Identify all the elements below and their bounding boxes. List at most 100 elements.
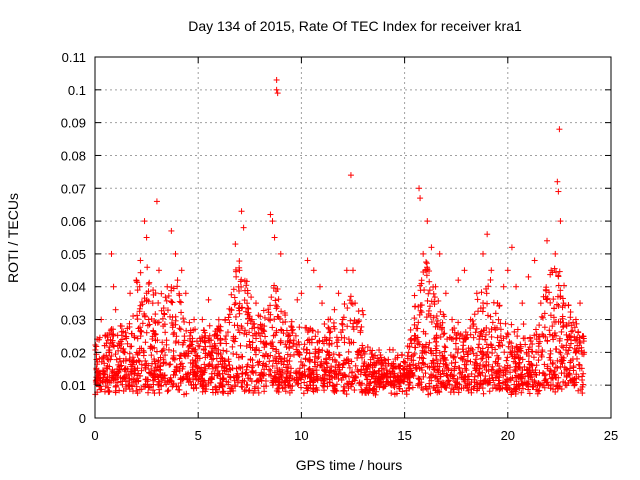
data-point [169,299,176,306]
data-point [231,322,238,329]
data-point [314,328,321,335]
data-point [330,319,337,326]
data-point [248,294,255,301]
data-point [338,320,345,327]
x-tick-label: 20 [501,428,515,443]
data-point [442,344,449,351]
data-point [339,321,346,328]
data-point [556,126,563,133]
data-point [104,355,111,362]
data-point [196,343,203,350]
data-point [473,325,480,332]
y-tick-label: 0 [79,411,86,426]
data-point [514,333,521,340]
data-point [455,319,462,326]
data-point [519,300,526,307]
data-point [335,290,342,297]
data-point [316,283,323,290]
data-point [301,379,308,386]
data-point [525,358,532,365]
data-point [127,290,134,297]
data-point [556,268,563,275]
data-point [502,320,509,327]
data-point [478,289,485,296]
data-point [142,357,149,364]
data-point [500,283,507,290]
data-point [145,316,152,323]
data-point [543,284,550,291]
data-point [177,326,184,333]
data-point [142,339,149,346]
y-tick-label: 0.1 [68,83,86,98]
data-point [338,377,345,384]
data-point [141,218,148,225]
data-point [230,350,237,357]
data-point [232,300,239,307]
data-point [436,250,443,257]
data-point [442,290,449,297]
data-point [508,244,515,251]
data-point [277,250,284,257]
y-tick-label: 0.05 [61,247,86,262]
data-point [416,185,423,192]
data-point [312,333,319,340]
data-point [333,334,340,341]
data-point [520,321,527,328]
data-point [453,334,460,341]
data-point [112,306,119,313]
data-point [428,244,435,251]
data-point [358,323,365,330]
data-point [335,351,342,358]
data-point [267,317,274,324]
data-point [155,299,162,306]
data-point [300,390,307,397]
data-point [537,300,544,307]
data-point [347,172,354,179]
data-point [561,282,568,289]
data-point [236,310,243,317]
data-point [176,325,183,332]
data-point [146,279,153,286]
data-point [430,290,437,297]
data-point [513,283,520,290]
data-point [579,377,586,384]
data-point [162,352,169,359]
data-point [205,296,212,303]
data-point [359,307,366,314]
data-point [550,296,557,303]
data-point [544,337,551,344]
data-point [143,234,150,241]
data-point [386,346,393,353]
data-point [487,313,494,320]
data-point [156,389,163,396]
data-point [231,294,238,301]
data-point [556,349,563,356]
data-point [431,294,438,301]
data-point [420,250,427,257]
data-point [525,273,532,280]
data-point [274,90,281,97]
data-point [133,277,140,284]
data-point [296,324,303,331]
data-point [344,305,351,312]
data-point [411,350,418,357]
data-point [360,311,367,318]
x-tick-label: 5 [195,428,202,443]
data-point [301,341,308,348]
data-point [321,321,328,328]
data-point [145,280,152,287]
data-point [552,346,559,353]
data-point [489,319,496,326]
data-point [272,302,279,309]
data-point [249,362,256,369]
data-point [558,343,565,350]
data-point [153,198,160,205]
data-point [269,339,276,346]
y-tick-label: 0.02 [61,345,86,360]
data-point [215,316,222,323]
data-point [126,350,133,357]
data-point [134,390,141,397]
data-point [452,359,459,366]
data-point [232,241,239,248]
data-point [149,300,156,307]
